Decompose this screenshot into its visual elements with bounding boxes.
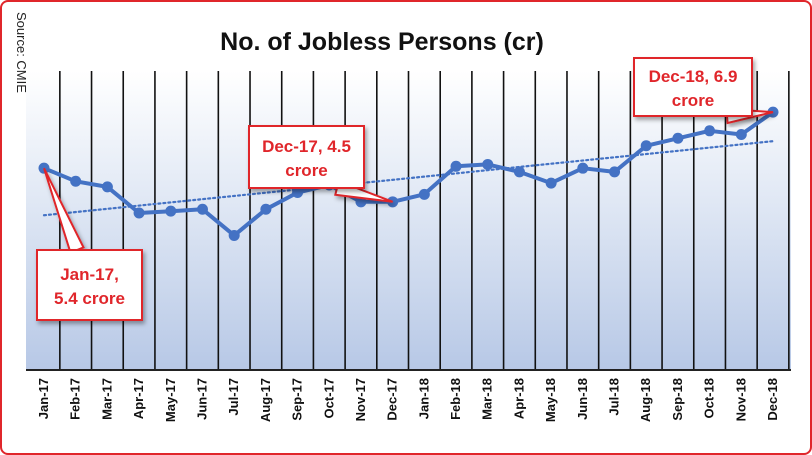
callout-line-1: Dec-18, 6.9: [649, 67, 738, 86]
tick-label-sep-17: Sep-17: [290, 378, 305, 421]
trendline: [42, 140, 775, 217]
data-point-aug-18: [640, 140, 652, 152]
gridlines: [59, 71, 790, 370]
callout-line-2: crore: [285, 161, 328, 180]
tick-label-aug-18: Aug-18: [638, 378, 653, 422]
data-point-jul-17: [228, 229, 240, 241]
tick-label-apr-17: Apr-17: [131, 378, 146, 419]
source-label: Source: CMIE: [14, 12, 29, 93]
callout-line-1: Jan-17,: [60, 265, 119, 284]
tick-label-aug-17: Aug-17: [258, 378, 273, 422]
data-point-sep-17: [292, 186, 304, 198]
data-point-jan-18: [418, 188, 430, 200]
data-point-apr-17: [133, 207, 145, 219]
tick-label-oct-17: Oct-17: [321, 378, 336, 418]
data-point-jun-17: [196, 203, 208, 215]
data-point-sep-18: [672, 132, 684, 144]
callout-dec-17: Dec-17, 4.5 crore: [248, 125, 394, 203]
data-point-feb-18: [450, 160, 462, 172]
tick-label-nov-18: Nov-18: [733, 378, 748, 421]
data-point-apr-18: [513, 166, 525, 178]
callout-box: [36, 249, 143, 321]
callout-jan-17: Jan-17, 5.4 crore: [36, 167, 143, 321]
x-tick-labels: Jan-17 Feb-17 Mar-17 Apr-17 May-17 Jun-17 Jul-…: [36, 378, 780, 422]
trendline-group: [42, 140, 775, 217]
callout-line-2: crore: [672, 91, 715, 110]
data-point-mar-18: [482, 158, 494, 170]
callout-box: [248, 125, 365, 189]
tick-label-jun-17: Jun-17: [194, 378, 209, 420]
tick-label-jul-17: Jul-17: [226, 378, 241, 416]
data-point-may-18: [545, 177, 557, 189]
tick-label-may-17: May-17: [163, 378, 178, 422]
data-point-mar-17: [101, 181, 113, 193]
tick-label-feb-17: Feb-17: [68, 378, 83, 420]
tick-label-jan-18: Jan-18: [416, 378, 431, 419]
tick-label-may-18: May-18: [543, 378, 558, 422]
tick-label-dec-17: Dec-17: [385, 378, 400, 421]
data-point-jun-18: [577, 162, 589, 174]
chart-title: No. of Jobless Persons (cr): [220, 28, 544, 56]
data-point-nov-18: [735, 129, 747, 141]
data-point-aug-17: [260, 203, 272, 215]
series-group: [38, 106, 779, 241]
tick-label-mar-17: Mar-17: [99, 378, 114, 420]
tick-label-jul-18: Jul-18: [607, 378, 622, 416]
callout-line-2: 5.4 crore: [54, 289, 125, 308]
data-point-feb-17: [70, 175, 82, 187]
tick-label-jan-17: Jan-17: [36, 378, 51, 419]
tick-label-feb-18: Feb-18: [448, 378, 463, 420]
tick-label-sep-18: Sep-18: [670, 378, 685, 421]
tick-label-oct-18: Oct-18: [702, 378, 717, 418]
data-point-may-17: [165, 205, 177, 217]
tick-label-jun-18: Jun-18: [575, 378, 590, 420]
tick-label-apr-18: Apr-18: [511, 378, 526, 419]
tick-label-mar-18: Mar-18: [480, 378, 495, 420]
callout-box: [633, 57, 753, 117]
tick-label-dec-18: Dec-18: [765, 378, 780, 421]
data-point-jul-18: [609, 166, 621, 178]
data-point-oct-18: [704, 125, 716, 137]
callout-line-1: Dec-17, 4.5: [262, 137, 351, 156]
callout-dec-18: Dec-18, 6.9 crore: [633, 57, 774, 125]
tick-label-nov-17: Nov-17: [353, 378, 368, 421]
